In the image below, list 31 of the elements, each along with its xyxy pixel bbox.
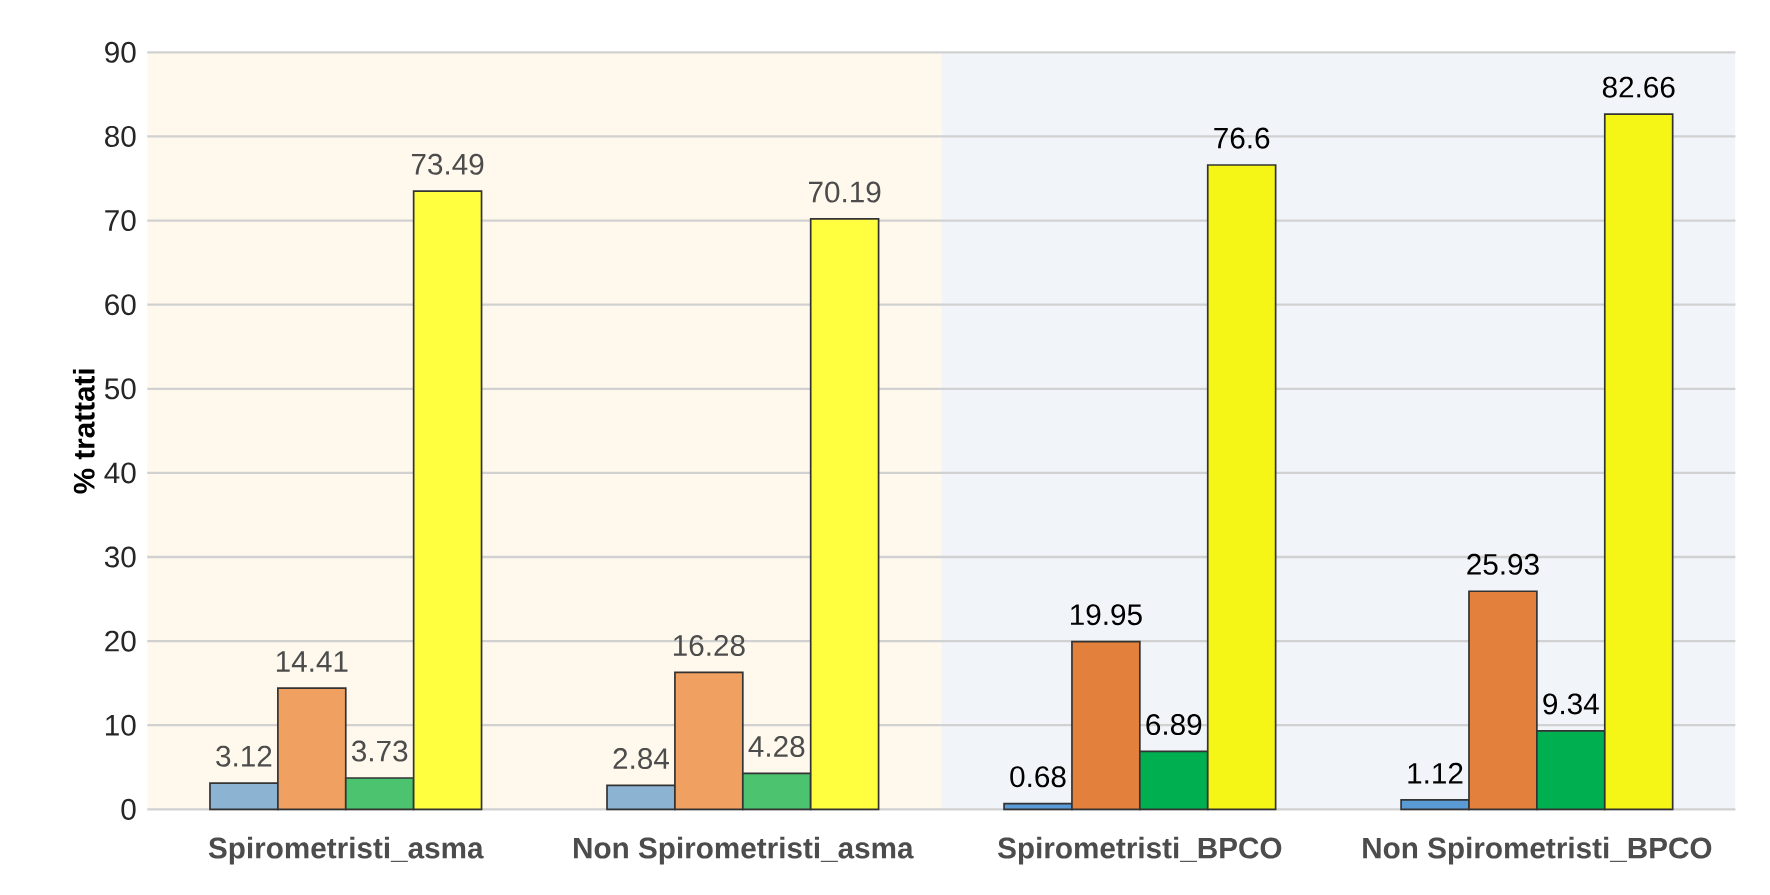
data-label: 76.6 xyxy=(1214,127,1270,149)
y-axis-title: % trattati xyxy=(72,369,95,494)
x-tick-label: Spirometristi_BPCO xyxy=(997,836,1282,865)
x-tick-label: Spirometristi_asma xyxy=(208,836,484,865)
x-tick-label: Non Spirometristi_asma xyxy=(574,836,914,865)
y-tick-label: 60 xyxy=(105,294,136,316)
data-label: 82.66 xyxy=(1602,76,1675,98)
data-label: 19.95 xyxy=(1071,604,1142,626)
data-label: 9.34 xyxy=(1543,693,1599,715)
data-label: 25.93 xyxy=(1467,554,1539,576)
y-tick-label: 50 xyxy=(104,378,136,400)
data-label: 0.68 xyxy=(1010,766,1066,788)
y-tick-label: 90 xyxy=(105,41,136,63)
data-label: 70.19 xyxy=(809,181,881,203)
data-label: 73.49 xyxy=(411,153,484,175)
y-tick-label: 40 xyxy=(104,462,136,484)
data-label: 3.73 xyxy=(351,740,408,762)
data-label: 6.89 xyxy=(1146,714,1202,736)
y-tick-label: 70 xyxy=(105,210,136,232)
data-label: 1.12 xyxy=(1408,763,1463,784)
data-label: 2.84 xyxy=(613,748,669,770)
data-label: 3.12 xyxy=(216,745,272,767)
data-label: 16.28 xyxy=(673,635,745,657)
y-tick-label: 20 xyxy=(105,630,136,652)
y-tick-label: 0 xyxy=(121,799,136,821)
data-label: 14.41 xyxy=(276,651,348,672)
y-tick-label: 10 xyxy=(106,714,136,736)
data-label: 4.28 xyxy=(748,736,805,758)
y-tick-label: 30 xyxy=(104,546,136,568)
x-tick-label: Non Spirometristi_BPCO xyxy=(1363,836,1712,865)
y-tick-label: 80 xyxy=(105,126,136,148)
